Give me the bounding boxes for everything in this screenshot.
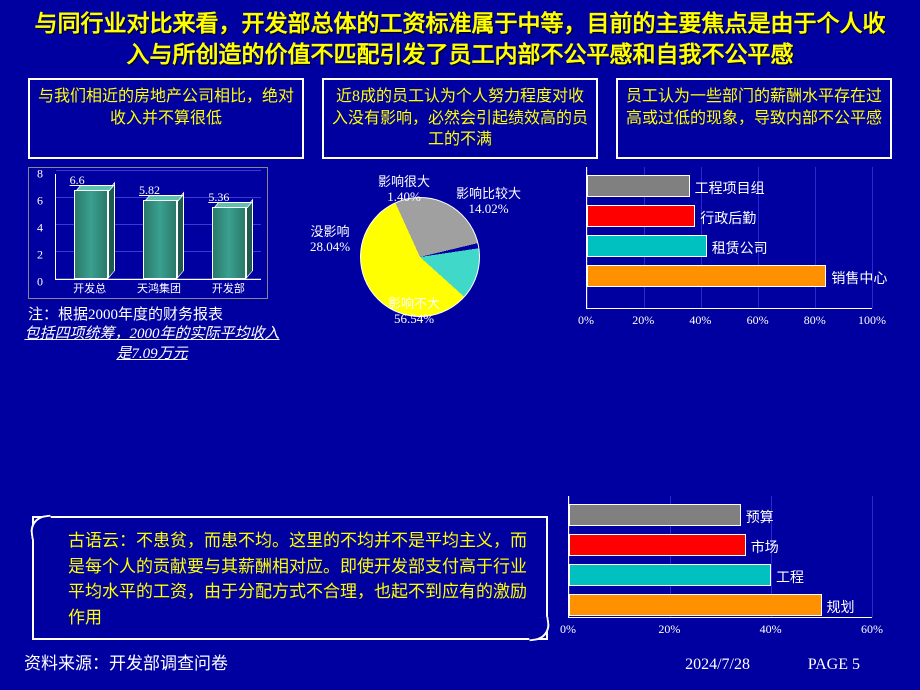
scroll-curl-icon: [527, 617, 552, 642]
pie-slice-label: 影响不大56.54%: [388, 297, 440, 327]
slide-title: 与同行业对比来看，开发部总体的工资标准属于中等，目前的主要焦点是由于个人收入与所…: [0, 0, 920, 78]
quote-text: 古语云：不患贫，而患不均。这里的不均并不是平均主义，而是每个人的贡献要与其薪酬相…: [68, 531, 527, 627]
callout-left: 与我们相近的房地产公司相比，绝对收入并不算很低: [28, 78, 304, 159]
dept-hbar-chart-bottom: 预算市场工程规划 0%20%40%60%: [558, 496, 892, 640]
pie-slice-label: 影响很大1.40%: [378, 175, 430, 205]
bar-note-1: 注：根据2000年度的财务报表: [28, 303, 282, 324]
salary-bar-chart: 6.65.825.36 02468 开发总天鸿集团开发部: [28, 167, 268, 299]
scroll-curl-icon: [29, 515, 54, 540]
hbar-item: 预算: [569, 504, 741, 526]
callout-mid: 近8成的员工认为个人努力程度对收入没有影响，必然会引起绩效高的员工的不满: [322, 78, 598, 159]
hbar-item: 市场: [569, 534, 746, 556]
footer-source: 资料来源：开发部调查问卷: [24, 649, 228, 674]
quote-scroll: 古语云：不患贫，而患不均。这里的不均并不是平均主义，而是每个人的贡献要与其薪酬相…: [32, 516, 548, 640]
pie-slice-label: 没影响28.04%: [310, 225, 350, 255]
hbar-item: 销售中心: [587, 265, 826, 287]
pie-slice-label: 影响比较大14.02%: [456, 187, 521, 217]
hbar-item: 租赁公司: [587, 235, 707, 257]
footer-date: 2024/7/28: [685, 656, 750, 674]
hbar-item: 行政后勤: [587, 205, 695, 227]
hbar-item: 工程: [569, 564, 771, 586]
influence-pie-chart: 影响不大56.54%没影响28.04%影响很大1.40%影响比较大14.02%: [316, 167, 536, 337]
callout-right: 员工认为一些部门的薪酬水平存在过高或过低的现象，导致内部不公平感: [616, 78, 892, 159]
footer-page: PAGE 5: [808, 656, 860, 674]
hbar-item: 工程项目组: [587, 175, 690, 197]
bar-note-2: 包括四项统筹，2000年的实际平均收入是7.09万元: [22, 324, 282, 365]
dept-hbar-chart-top: 工程项目组行政后勤租赁公司销售中心 0%20%40%60%80%100%: [576, 167, 892, 331]
hbar-item: 规划: [569, 594, 822, 616]
callout-row: 与我们相近的房地产公司相比，绝对收入并不算很低 近8成的员工认为个人努力程度对收…: [0, 78, 920, 165]
